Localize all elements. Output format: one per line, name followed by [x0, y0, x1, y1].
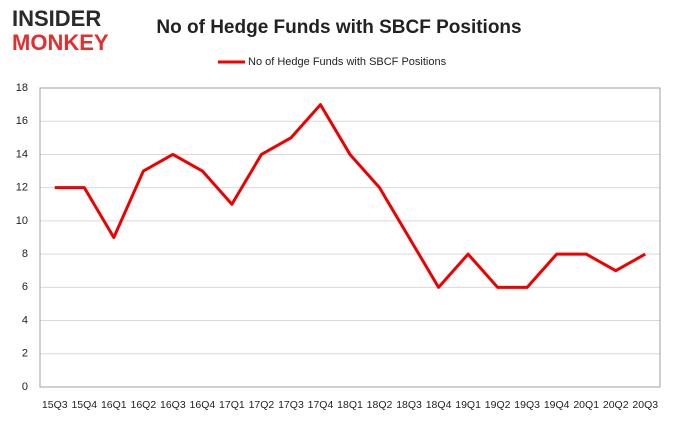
y-tick-label: 6: [22, 281, 28, 293]
logo-top: INSIDER: [12, 6, 101, 31]
x-tick-label: 16Q2: [130, 399, 156, 411]
x-tick-label: 18Q3: [396, 399, 422, 411]
y-tick-label: 16: [16, 115, 28, 127]
x-tick-label: 16Q3: [160, 399, 186, 411]
y-tick-label: 18: [16, 82, 28, 94]
y-tick-label: 2: [22, 348, 28, 360]
y-tick-label: 10: [16, 215, 28, 227]
x-tick-label: 19Q4: [544, 399, 570, 411]
x-tick-label: 20Q2: [603, 399, 629, 411]
x-tick-label: 19Q3: [514, 399, 540, 411]
x-tick-label: 20Q1: [573, 399, 599, 411]
x-tick-label: 17Q2: [249, 399, 275, 411]
x-tick-label: 17Q1: [219, 399, 245, 411]
legend-label: No of Hedge Funds with SBCF Positions: [248, 56, 447, 68]
data-line: [54, 103, 646, 289]
logo-bottom: MONKEY: [12, 30, 109, 55]
y-tick-label: 14: [16, 148, 28, 160]
x-tick-label: 19Q1: [455, 399, 481, 411]
x-tick-label: 16Q1: [101, 399, 127, 411]
plot-border: [39, 87, 661, 388]
chart-title: No of Hedge Funds with SBCF Positions: [156, 17, 521, 38]
x-tick-label: 18Q1: [337, 399, 363, 411]
x-tick-label: 17Q4: [308, 399, 334, 411]
x-tick-label: 16Q4: [190, 399, 216, 411]
y-tick-label: 12: [16, 182, 28, 194]
x-tick-label: 15Q3: [42, 399, 68, 411]
x-tick-label: 15Q4: [71, 399, 97, 411]
x-tick-label: 19Q2: [485, 399, 511, 411]
y-tick-label: 8: [22, 248, 28, 260]
y-tick-label: 4: [22, 314, 28, 326]
x-tick-label: 17Q3: [278, 399, 304, 411]
x-tick-label: 18Q2: [367, 399, 393, 411]
x-tick-label: 18Q4: [426, 399, 452, 411]
x-tick-label: 20Q3: [632, 399, 658, 411]
y-tick-label: 0: [22, 381, 28, 393]
